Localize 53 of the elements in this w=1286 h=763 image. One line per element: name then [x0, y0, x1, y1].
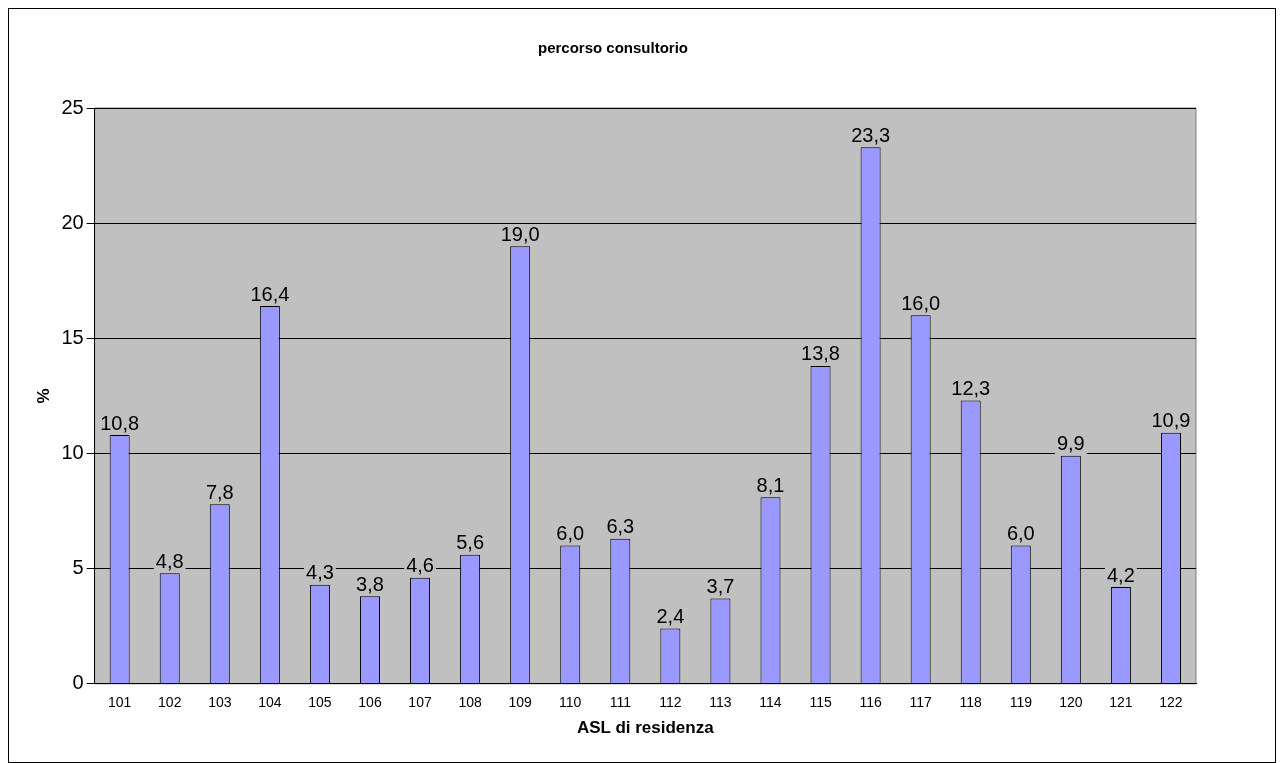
x-tick-label: 108	[458, 694, 482, 711]
data-label: 13,8	[801, 342, 841, 365]
data-label: 16,0	[901, 291, 941, 314]
data-label: 19,0	[500, 222, 540, 245]
y-tick-label: 20	[61, 210, 84, 233]
data-label: 3,7	[706, 575, 735, 598]
data-label: 12,3	[951, 377, 991, 400]
x-tick-label: 101	[108, 694, 132, 711]
x-tick-label: 121	[1109, 694, 1133, 711]
data-label: 3,8	[356, 572, 384, 595]
data-label: 4,3	[306, 561, 334, 584]
x-tick-label: 113	[709, 694, 732, 711]
data-label: 4,6	[406, 554, 434, 577]
chart-title: percorso consultorio	[537, 39, 689, 57]
data-label: 23,3	[851, 123, 891, 146]
x-tick-label: 104	[258, 694, 282, 711]
data-label: 4,8	[155, 549, 184, 572]
x-tick-label: 106	[358, 694, 382, 711]
y-tick-label: 10	[61, 441, 84, 463]
x-tick-label: 109	[508, 694, 533, 711]
x-tick-label: 102	[158, 694, 182, 711]
x-tick-label: 103	[208, 694, 232, 711]
y-axis-title: %	[33, 388, 53, 404]
x-axis-title: ASL di residenza	[576, 718, 715, 738]
x-tick-label: 122	[1159, 694, 1183, 711]
data-label: 9,9	[1056, 432, 1085, 455]
y-tick-label: 0	[72, 671, 84, 694]
x-tick-label: 118	[959, 694, 983, 711]
x-tick-label: 112	[659, 694, 682, 711]
data-label: 10,9	[1151, 409, 1191, 432]
x-tick-label: 107	[408, 694, 432, 711]
data-label: 7,8	[205, 480, 234, 503]
y-tick-label: 15	[61, 325, 84, 348]
data-label: 6,0	[556, 522, 585, 545]
data-label: 4,2	[1107, 563, 1135, 586]
x-tick-label: 110	[559, 694, 582, 711]
x-tick-label: 116	[859, 694, 882, 711]
data-label: 16,4	[250, 282, 290, 305]
data-label: 6,0	[1006, 522, 1035, 545]
x-tick-label: 115	[809, 694, 832, 711]
data-label: 6,3	[606, 515, 635, 538]
x-tick-label: 117	[909, 694, 933, 711]
data-label: 2,4	[656, 605, 685, 628]
x-tick-label: 111	[609, 694, 632, 711]
data-label: 5,6	[456, 531, 485, 554]
x-tick-label: 114	[759, 694, 782, 711]
y-tick-label: 5	[72, 556, 84, 579]
x-tick-label: 119	[1009, 694, 1033, 711]
data-label: 10,8	[100, 411, 140, 434]
x-tick-label: 120	[1059, 694, 1083, 711]
x-tick-label: 105	[308, 694, 332, 711]
data-label: 8,1	[756, 473, 785, 496]
y-tick-label: 25	[61, 95, 84, 118]
